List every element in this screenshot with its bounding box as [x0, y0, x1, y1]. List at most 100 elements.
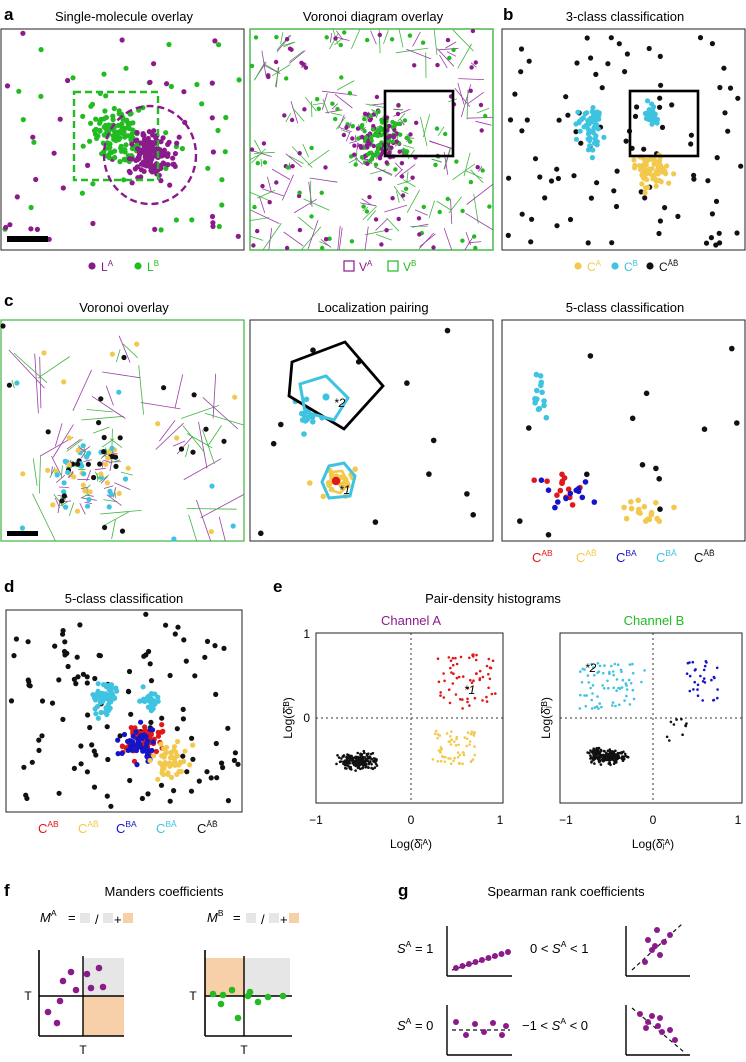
manders-dot [209, 990, 217, 998]
c-none-dot [426, 471, 432, 477]
zoom-dot [20, 471, 26, 477]
lb-dot [87, 138, 93, 144]
la-dot [136, 153, 142, 159]
lb-dot [173, 217, 179, 223]
la-dot [274, 180, 279, 185]
la-dot [391, 133, 396, 139]
c-none-dot [585, 240, 591, 246]
five-class-full-dots [8, 611, 241, 809]
legend-b: CA CB CĀB̄ [574, 259, 678, 274]
hist-dot [363, 762, 367, 765]
zoom-dot [87, 489, 93, 495]
la-dot [28, 226, 34, 232]
hist-dot [356, 751, 360, 755]
la-dot [396, 103, 401, 108]
hist-dot [628, 663, 632, 666]
cabnot-dot [176, 761, 182, 768]
cb-dot [585, 147, 592, 153]
c-none-dot [91, 784, 98, 790]
hist-dot [351, 758, 354, 761]
ca-dot [639, 172, 645, 178]
manders-dot [59, 977, 67, 985]
voronoi-edge [403, 144, 415, 149]
cabnot-dot [167, 763, 173, 769]
ca-dot [632, 162, 638, 168]
zoom-dot [81, 471, 87, 477]
hist-dot [455, 662, 459, 666]
voronoi-edge [202, 397, 239, 430]
hist-dot [469, 732, 473, 736]
cba-dot [133, 747, 140, 754]
la-dot [414, 120, 419, 126]
lb-dot [349, 239, 355, 244]
cb-dot [594, 122, 600, 128]
c-none-dot [573, 129, 579, 135]
paired-cyan-dot [322, 393, 330, 401]
ca-dot [651, 173, 657, 180]
c-none-dot [526, 425, 532, 431]
voronoi-edge [375, 218, 388, 231]
lb-dot [125, 125, 131, 131]
hist-dot [589, 754, 592, 757]
zoom-dot [71, 474, 77, 480]
voronoi-edge [39, 455, 41, 494]
la-dot [134, 137, 140, 143]
manders-dot [56, 997, 64, 1005]
la-dot [473, 60, 478, 65]
cb-dot [594, 112, 600, 118]
la-dot [251, 243, 256, 248]
la-dot [210, 223, 216, 229]
hist-dot [360, 753, 364, 756]
voronoi-edge [79, 503, 86, 515]
lb-dot [366, 152, 371, 157]
zoom-dot [101, 449, 107, 455]
lb-dot [379, 133, 384, 138]
spearman-plot-2 [625, 923, 690, 977]
voronoi-edge [458, 78, 485, 80]
manders-a-m: MA [40, 908, 57, 925]
c-none-dot [545, 532, 552, 538]
voronoi-edge [307, 149, 330, 166]
la-dot [367, 194, 372, 200]
hist-dot [458, 761, 462, 765]
cba-dot [115, 737, 121, 743]
zoom-dot [113, 463, 119, 469]
la-dot [129, 180, 135, 186]
zoom-dot [178, 446, 185, 452]
la-dot [3, 224, 9, 231]
zoom-dot [97, 461, 103, 467]
lb-dot [356, 136, 361, 141]
la-dot [468, 88, 473, 94]
la-dot [470, 28, 476, 34]
c-none-dot [75, 674, 81, 680]
c-none-dot [734, 230, 740, 236]
hist-dot [454, 744, 458, 747]
la-dot [60, 185, 66, 191]
la-dot [352, 143, 357, 148]
zoom-dot [191, 392, 197, 398]
lb-dot [249, 63, 255, 69]
zoom-dot [109, 445, 115, 451]
lb-dot [28, 204, 34, 211]
hist-dot [447, 656, 451, 659]
cab-dot [159, 729, 165, 735]
hist-dot [491, 659, 495, 663]
hist-dot [716, 696, 719, 700]
hist-dot [364, 759, 368, 762]
cabnot-dot [165, 770, 171, 776]
c-none-dot [709, 41, 716, 47]
la-dot [395, 111, 401, 117]
spearman-eq4: −1 < SA < 0 [522, 1016, 588, 1033]
hist-dot [587, 751, 591, 755]
voronoi-edge [285, 113, 292, 123]
ca-dot [644, 177, 650, 183]
zoom-dot [59, 498, 65, 504]
voronoi-edge [351, 28, 361, 50]
cb-dot [644, 98, 651, 104]
spearman-dot [498, 951, 505, 957]
voronoi-edge [285, 153, 302, 168]
voronoi-edge [51, 456, 62, 476]
zoom-dot [102, 524, 108, 531]
voronoi-edge [202, 429, 215, 464]
voronoi-edge [81, 446, 91, 453]
